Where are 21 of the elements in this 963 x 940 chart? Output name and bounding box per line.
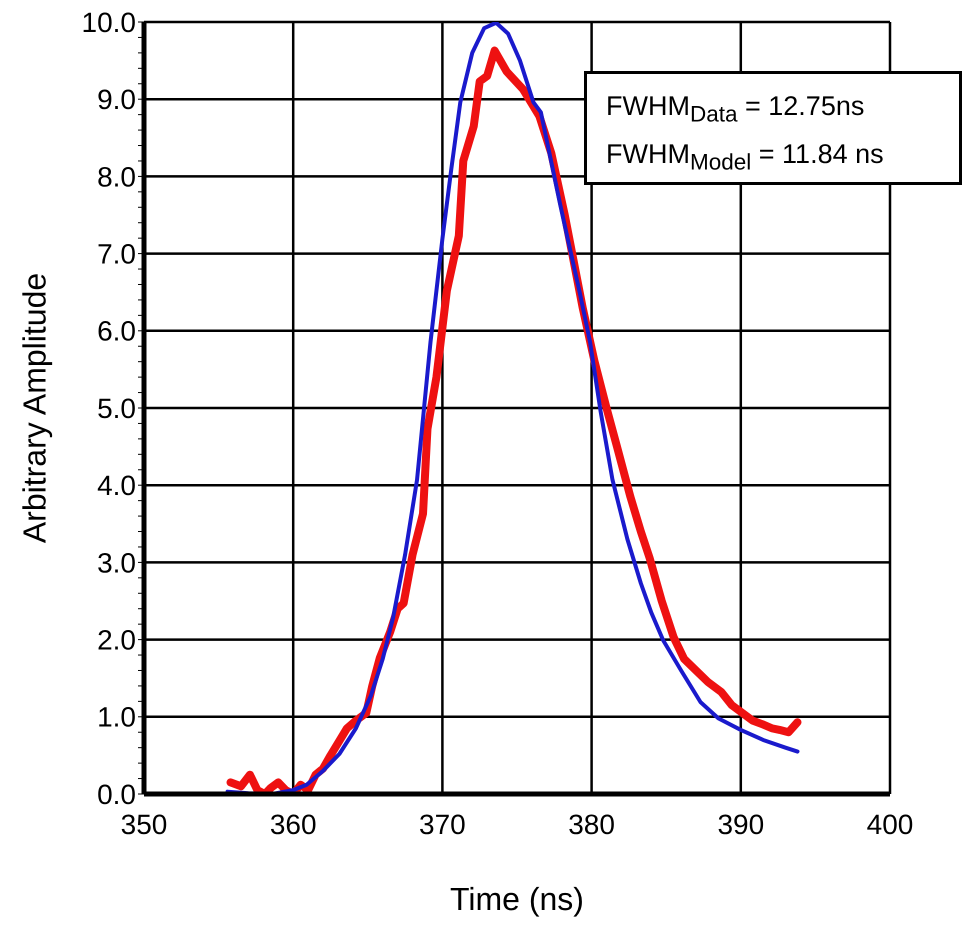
y-tick-label: 9.0: [97, 84, 136, 116]
y-tick-label: 0.0: [97, 778, 136, 810]
y-tick-label: 10.0: [82, 6, 136, 38]
x-tick-label: 350: [120, 808, 168, 840]
x-tick-label: 400: [866, 808, 914, 840]
y-tick-label: 8.0: [97, 161, 136, 192]
x-tick-label: 370: [419, 808, 466, 840]
x-tick-label: 390: [717, 808, 764, 840]
x-tick-label: 380: [568, 808, 615, 840]
y-tick-label: 2.0: [97, 624, 136, 656]
y-tick-label: 1.0: [97, 702, 136, 733]
y-tick-label: 4.0: [97, 470, 136, 502]
x-tick-label: 360: [270, 808, 317, 840]
y-tick-label: 7.0: [97, 238, 136, 270]
annotation: FWHM$_{Data}$ = 12.75ns: [606, 90, 866, 128]
y-axis-title: Arbitrary Amplitude: [16, 272, 52, 544]
y-tick-label: 6.0: [97, 316, 136, 347]
y-tick-label: 3.0: [97, 547, 136, 578]
annotation: FWHM$_{Model}$ = 11.84 ns: [606, 138, 885, 177]
x-axis-title: Time (ns): [450, 881, 584, 917]
y-tick-label: 5.0: [97, 392, 136, 424]
